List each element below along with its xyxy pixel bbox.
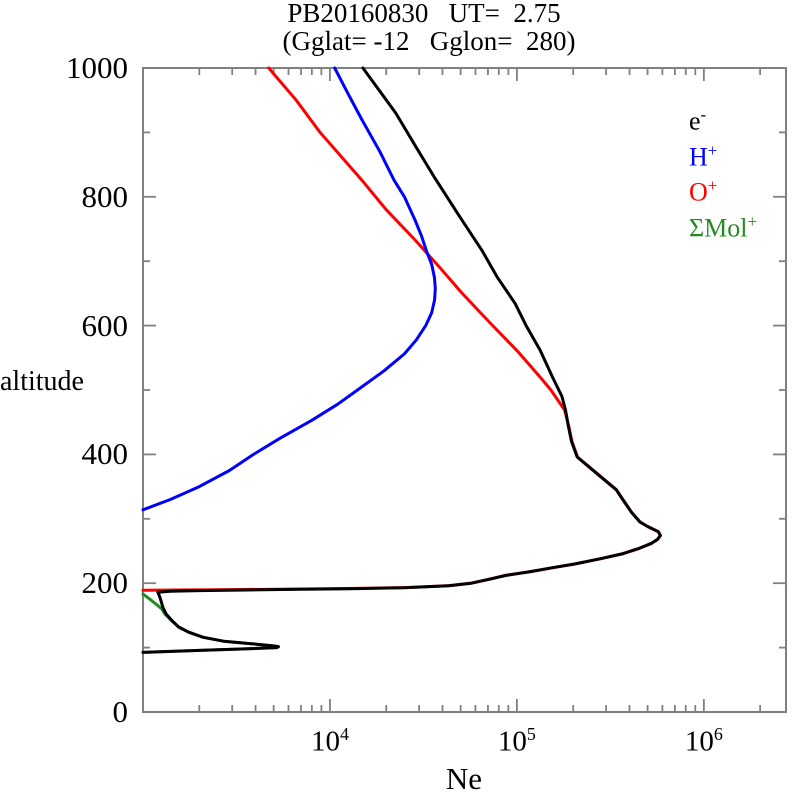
- y-tick-label: 400: [81, 436, 129, 472]
- x-tick-label: 105: [498, 719, 536, 757]
- x-tick-base: 10: [497, 725, 527, 758]
- x-tick-exponent: 6: [713, 724, 723, 744]
- y-tick-label: 600: [81, 307, 129, 343]
- y-tick-label: 800: [81, 178, 129, 214]
- curve-o-plus: [141, 66, 662, 592]
- y-tick-label: 0: [112, 694, 129, 729]
- legend-item-electron: e-: [689, 100, 757, 136]
- legend-superscript: +: [747, 211, 758, 231]
- chart-title: PB20160830 UT= 2.75: [287, 0, 561, 28]
- legend-item-h-plus: H+: [689, 136, 757, 172]
- legend-item-o-plus: O+: [689, 171, 757, 207]
- x-axis-title: Ne: [445, 761, 483, 796]
- legend-label: ΣMol: [689, 213, 748, 243]
- x-tick-exponent: 5: [526, 724, 536, 744]
- curve-h-plus: [141, 66, 437, 512]
- y-tick-label: 200: [81, 565, 129, 601]
- legend-superscript: +: [707, 176, 718, 196]
- legend-label: e: [689, 106, 701, 136]
- legend-item-mol-plus: ΣMol+: [689, 207, 757, 243]
- y-axis-title: altitude: [0, 366, 84, 397]
- x-tick-base: 10: [684, 725, 714, 758]
- x-tick-base: 10: [310, 725, 340, 758]
- legend-label: O: [689, 177, 708, 207]
- legend-superscript: -: [700, 105, 707, 124]
- chart-subtitle: (Gglat= -12 Gglon= 280): [282, 26, 576, 56]
- y-tick-label: 1000: [66, 50, 128, 85]
- curve-electron: [141, 66, 662, 654]
- legend: e- H+ O+ ΣMol+: [689, 100, 757, 243]
- x-tick-exponent: 4: [339, 724, 349, 744]
- x-tick-label: 104: [311, 719, 349, 757]
- x-tick-label: 106: [685, 719, 723, 757]
- legend-label: H: [689, 142, 708, 172]
- legend-superscript: +: [707, 140, 718, 160]
